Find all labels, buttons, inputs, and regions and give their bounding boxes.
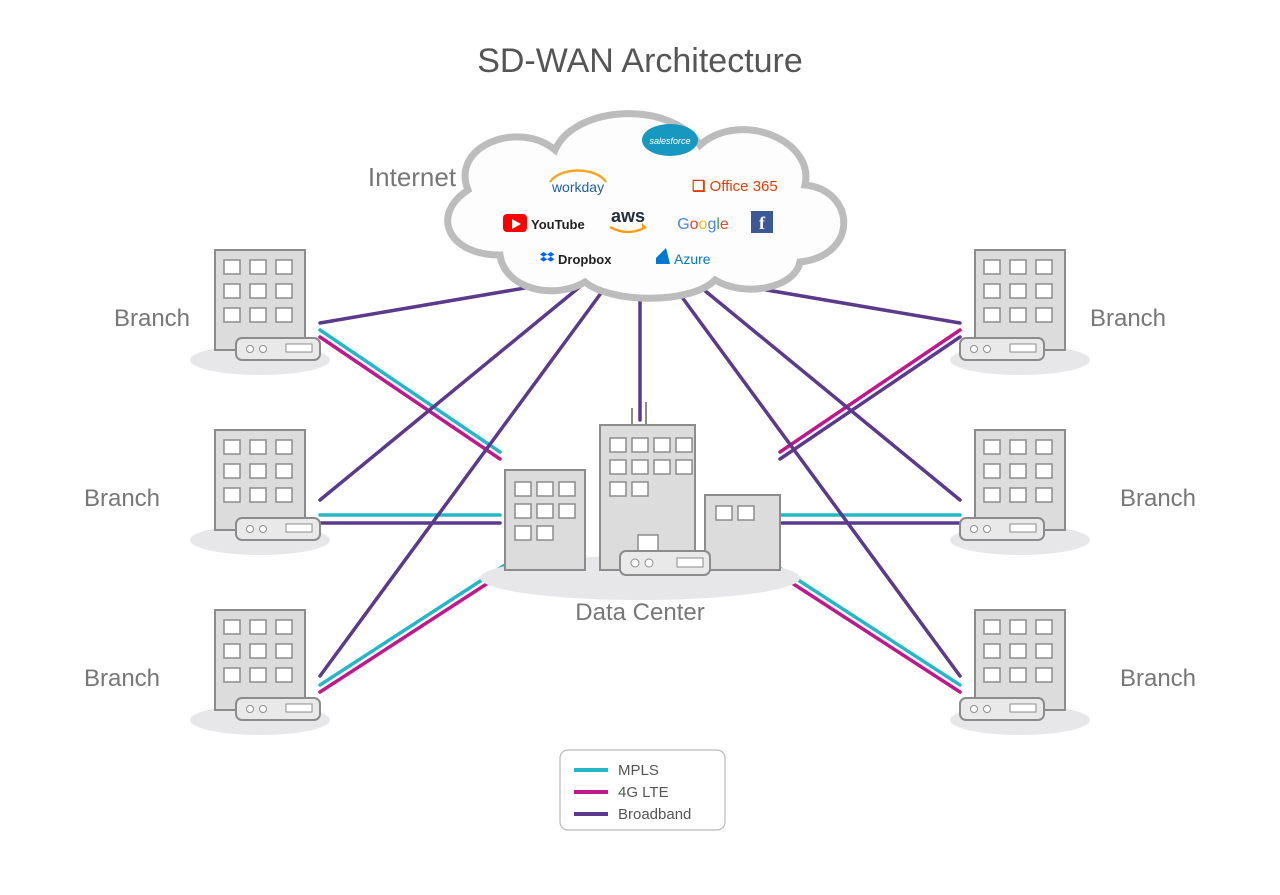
datacenter-node: Data Center bbox=[480, 402, 800, 626]
edge-lte bbox=[320, 572, 505, 692]
branch-label: Branch bbox=[1120, 485, 1196, 512]
youtube-icon: YouTube bbox=[503, 214, 585, 232]
edge-mpls bbox=[320, 330, 500, 452]
edge-broadband bbox=[676, 289, 960, 676]
cloud-label: Internet bbox=[368, 162, 457, 192]
router-icon bbox=[960, 338, 1044, 360]
legend-label: Broadband bbox=[618, 806, 691, 823]
edge-broadband bbox=[780, 337, 960, 459]
edge-lte bbox=[780, 330, 960, 452]
router-icon bbox=[960, 518, 1044, 540]
svg-text:Google: Google bbox=[677, 216, 729, 233]
salesforce-icon: salesforce bbox=[642, 124, 698, 156]
svg-text:Dropbox: Dropbox bbox=[558, 252, 612, 267]
datacenter-router-icon bbox=[620, 551, 710, 575]
router-icon bbox=[236, 698, 320, 720]
svg-text:aws: aws bbox=[611, 206, 645, 226]
branch-node-branch_l3 bbox=[190, 610, 330, 735]
branch-node-branch_r2 bbox=[950, 430, 1090, 555]
router-icon bbox=[960, 698, 1044, 720]
datacenter-label: Data Center bbox=[575, 599, 704, 626]
branch-label: Branch bbox=[84, 665, 160, 692]
branch-label: Branch bbox=[1090, 305, 1166, 332]
facebook-icon: f bbox=[751, 211, 773, 233]
router-icon bbox=[236, 518, 320, 540]
svg-text:❑ Office 365: ❑ Office 365 bbox=[692, 178, 778, 195]
branch-node-branch_r3 bbox=[950, 610, 1090, 735]
branch-label: Branch bbox=[84, 485, 160, 512]
legend-label: MPLS bbox=[618, 762, 659, 779]
edge-mpls bbox=[775, 565, 960, 685]
office365-icon: ❑ Office 365 bbox=[692, 178, 778, 195]
branch-node-branch_l1 bbox=[190, 250, 330, 375]
internet-cloud: Internet salesforce workday ❑ Office 365… bbox=[368, 114, 844, 299]
svg-text:salesforce: salesforce bbox=[649, 136, 690, 146]
legend: MPLS 4G LTE Broadband bbox=[560, 750, 725, 830]
legend-label: 4G LTE bbox=[618, 784, 669, 801]
svg-text:Azure: Azure bbox=[674, 251, 711, 267]
router-icon bbox=[236, 338, 320, 360]
edge-lte bbox=[775, 572, 960, 692]
svg-text:YouTube: YouTube bbox=[531, 217, 585, 232]
branch-label: Branch bbox=[1120, 665, 1196, 692]
edge-lte bbox=[320, 337, 500, 459]
branch-node-branch_l2 bbox=[190, 430, 330, 555]
svg-text:workday: workday bbox=[551, 179, 604, 195]
branch-node-branch_r1 bbox=[950, 250, 1090, 375]
diagram-title: SD-WAN Architecture bbox=[477, 42, 803, 80]
svg-text:f: f bbox=[759, 213, 766, 233]
edge-mpls bbox=[320, 565, 505, 685]
google-icon: Google bbox=[677, 216, 729, 233]
branch-label: Branch bbox=[114, 305, 190, 332]
